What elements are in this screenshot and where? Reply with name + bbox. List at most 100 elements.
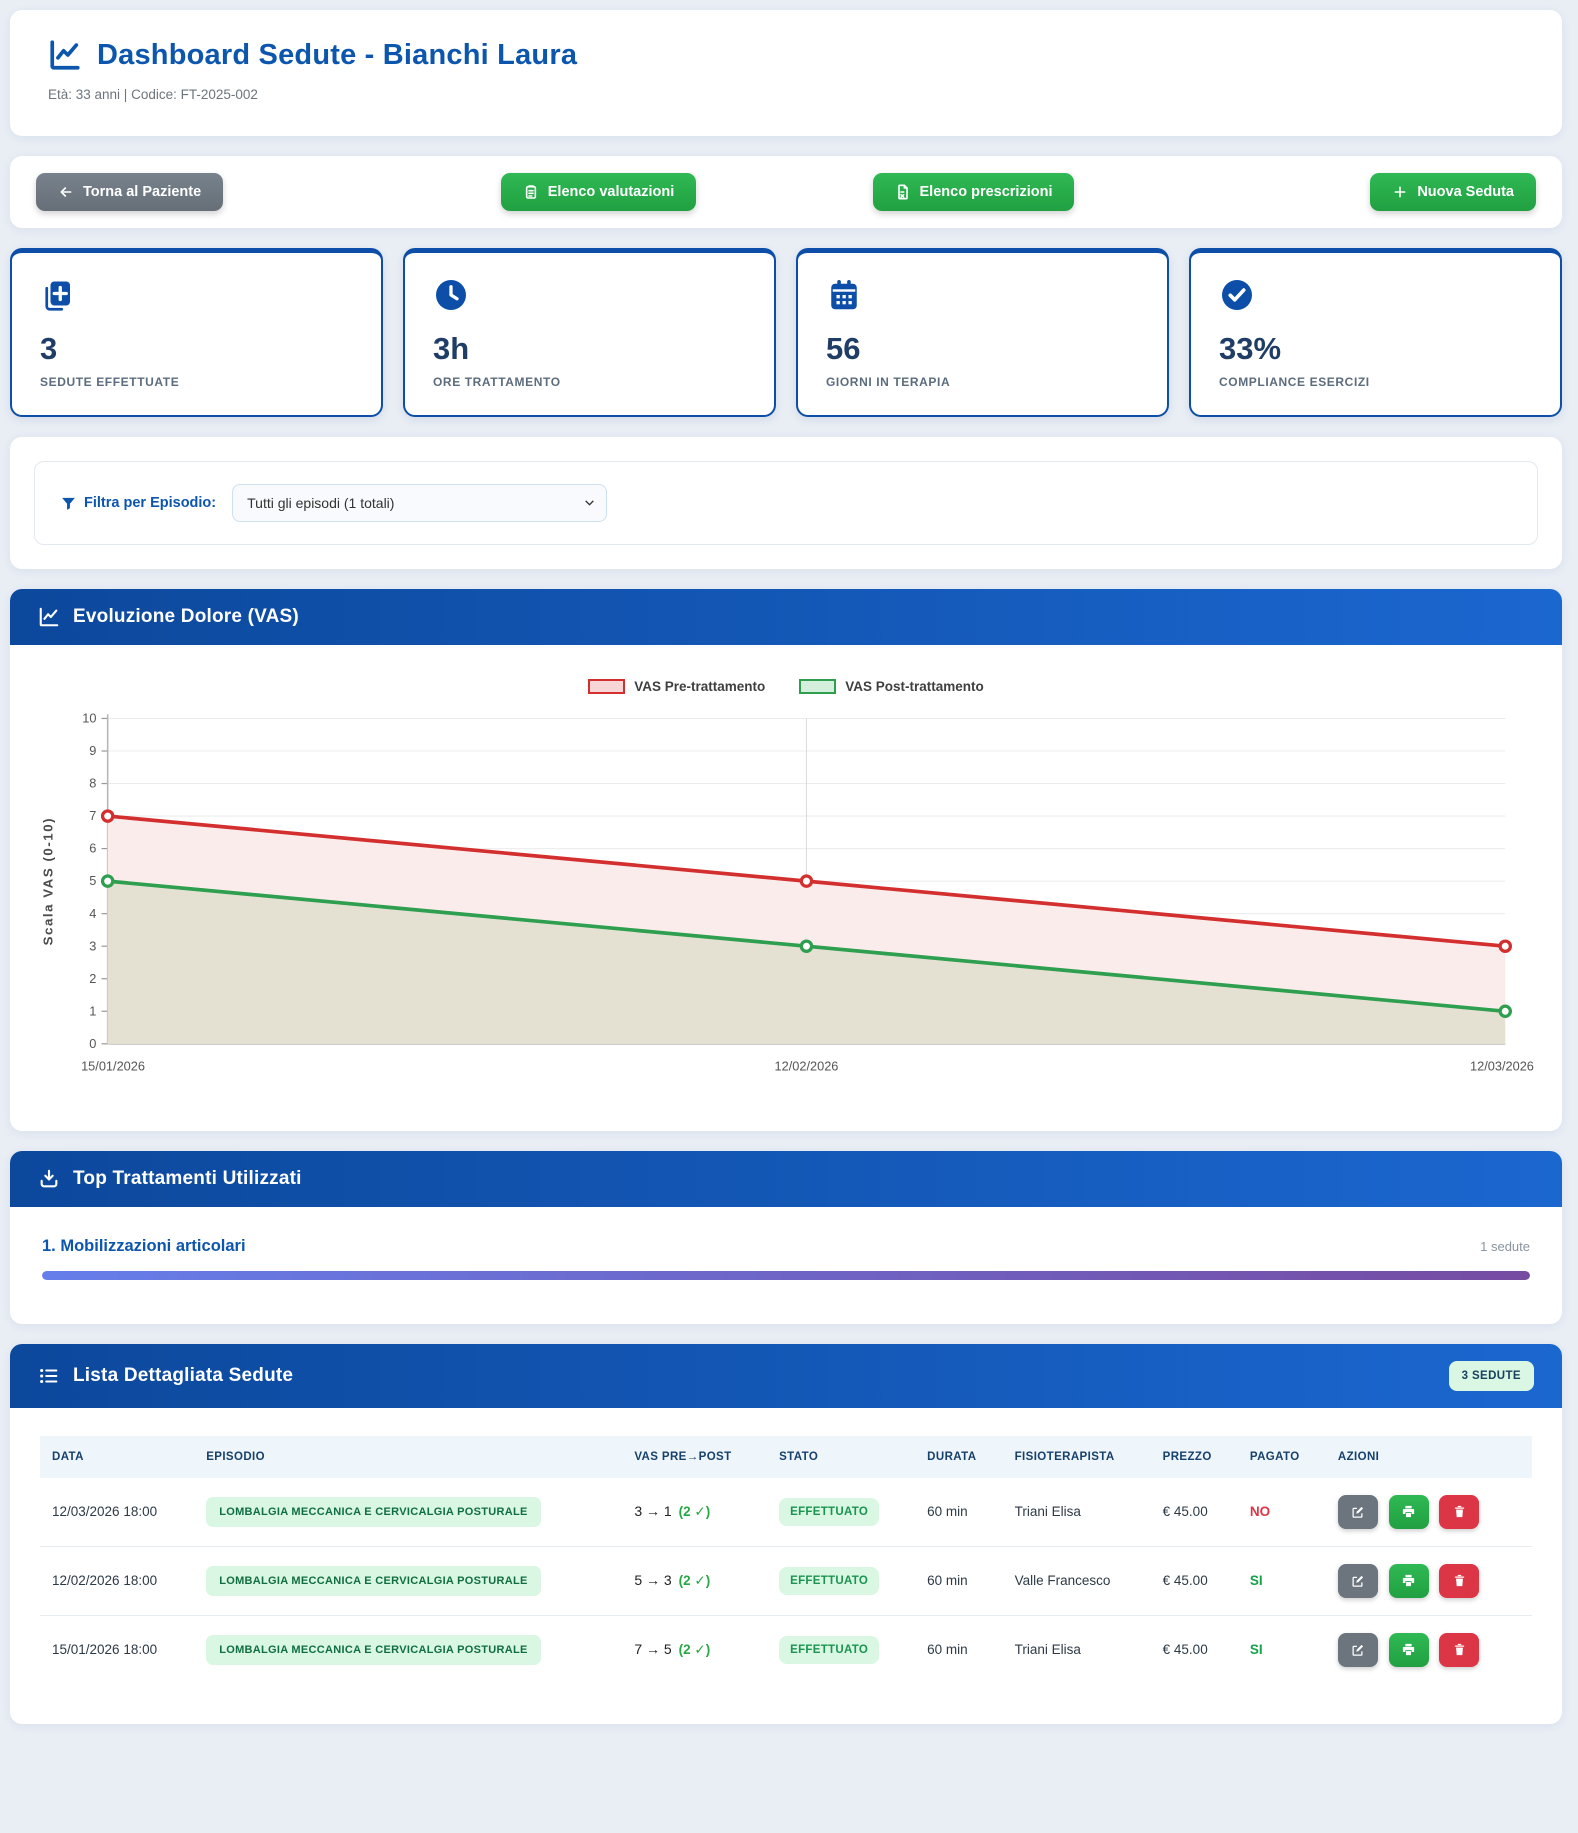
vas-chart-header: Evoluzione Dolore (VAS): [10, 589, 1562, 646]
delete-session-button[interactable]: [1439, 1632, 1480, 1667]
cell-paid: NO: [1238, 1478, 1326, 1547]
print-session-button[interactable]: [1388, 1563, 1429, 1598]
col-vas: VAS PRE→POST: [634, 1450, 732, 1463]
top-treatments-title: Top Trattamenti Utilizzati: [73, 1167, 302, 1189]
check-circle-icon: [1222, 280, 1252, 310]
cell-status: EFFETTUATO: [767, 1546, 915, 1615]
cell-therapist: Triani Elisa: [1014, 1642, 1081, 1658]
paid-flag: NO: [1249, 1504, 1271, 1520]
col-episodio: EPISODIO: [206, 1450, 265, 1463]
episode-badge: LOMBALGIA MECCANICA E CERVICALGIA POSTUR…: [206, 1634, 541, 1665]
treatment-bar-track: [42, 1270, 1530, 1280]
cell-vas: 7 → 5 (2 ✓): [622, 1615, 767, 1684]
cell-episode: LOMBALGIA MECCANICA E CERVICALGIA POSTUR…: [194, 1615, 622, 1684]
episode-filter-label-wrap: Filtra per Episodio:: [61, 495, 216, 511]
col-pagato: PAGATO: [1249, 1450, 1300, 1463]
chart-line-icon: [39, 607, 59, 627]
cell-duration: 60 min: [927, 1573, 968, 1589]
cell-episode: LOMBALGIA MECCANICA E CERVICALGIA POSTUR…: [194, 1478, 622, 1547]
cell-actions: [1326, 1546, 1532, 1615]
prescriptions-button[interactable]: Elenco prescrizioni: [872, 173, 1075, 211]
svg-text:6: 6: [89, 841, 96, 856]
table-header-row: DATA EPISODIO VAS PRE→POST STATO DURATA …: [40, 1435, 1532, 1478]
delete-session-button[interactable]: [1439, 1494, 1480, 1529]
sessions-list-title: Lista Dettagliata Sedute: [73, 1364, 294, 1386]
legend-item-pre: VAS Pre-trattamento: [588, 679, 766, 695]
stat-label-sessions: SEDUTE EFFETTUATE: [40, 375, 180, 390]
episode-badge: LOMBALGIA MECCANICA E CERVICALGIA POSTUR…: [206, 1496, 541, 1527]
svg-text:Scala VAS (0-10): Scala VAS (0-10): [40, 817, 55, 946]
cell-price: € 45.00: [1162, 1504, 1208, 1520]
printer-icon: [1403, 1506, 1415, 1518]
chart-legend: VAS Pre-trattamento VAS Post-trattamento: [34, 679, 1538, 695]
vas-delta-note: (2 ✓): [678, 1573, 711, 1589]
top-treatments-card: Top Trattamenti Utilizzati 1. Mobilizzaz…: [10, 1150, 1562, 1324]
arrow-left-icon: [60, 187, 72, 197]
legend-swatch-post: [799, 679, 837, 695]
episode-filter-card: Filtra per Episodio: Tutti gli episodi (…: [10, 437, 1562, 570]
vas-pre-post: 3 → 1: [634, 1503, 672, 1520]
clipboard-icon: [525, 185, 536, 199]
back-to-patient-button[interactable]: Torna al Paziente: [36, 173, 224, 211]
vas-pre-post: 5 → 3: [634, 1572, 672, 1589]
svg-text:4: 4: [89, 906, 96, 921]
stat-label-compliance: COMPLIANCE ESERCIZI: [1219, 375, 1370, 390]
calendar-icon: [831, 280, 857, 310]
prescription-file-icon: [897, 184, 908, 200]
evaluations-button[interactable]: Elenco valutazioni: [500, 173, 697, 211]
cell-date: 12/02/2026 18:00: [52, 1573, 158, 1589]
svg-text:3: 3: [89, 938, 96, 953]
prescriptions-label: Elenco prescrizioni: [919, 184, 1053, 200]
vas-chart-body: VAS Pre-trattamento VAS Post-trattamento…: [10, 645, 1562, 1131]
cell-paid: SI: [1238, 1615, 1326, 1684]
stat-value-sessions: 3: [40, 331, 58, 366]
status-badge: EFFETTUATO: [779, 1635, 880, 1664]
stat-label-days: GIORNI IN TERAPIA: [826, 375, 951, 390]
chart-line-icon: [50, 40, 80, 70]
new-session-button[interactable]: Nuova Seduta: [1370, 173, 1536, 211]
col-data: DATA: [52, 1450, 84, 1463]
stat-label-hours: ORE TRATTAMENTO: [433, 375, 561, 390]
delete-session-button[interactable]: [1439, 1563, 1480, 1598]
svg-text:1: 1: [89, 1003, 96, 1018]
status-badge: EFFETTUATO: [779, 1497, 880, 1526]
stat-card-days: 56 GIORNI IN TERAPIA: [796, 248, 1169, 418]
vas-line-chart: 0 1 2 3 4 5 6 7 8 9 10 15/01/2026 12/02/2026 12/03/20…: [40, 711, 1533, 1074]
list-icon: [40, 1368, 58, 1383]
sessions-count-badge: 3 SEDUTE: [1448, 1360, 1534, 1391]
vas-delta-note: (2 ✓): [678, 1642, 711, 1658]
vas-chart-title: Evoluzione Dolore (VAS): [73, 606, 299, 628]
print-session-button[interactable]: [1388, 1494, 1429, 1529]
svg-text:5: 5: [89, 873, 96, 888]
sessions-list-card: Lista Dettagliata Sedute 3 SEDUTE DATA E…: [10, 1343, 1562, 1724]
download-tray-icon: [40, 1169, 58, 1188]
svg-text:12/02/2026: 12/02/2026: [775, 1059, 839, 1074]
cell-status: EFFETTUATO: [767, 1615, 915, 1684]
edit-pencil-icon: [1352, 1507, 1364, 1519]
svg-text:7: 7: [89, 808, 96, 823]
legend-swatch-pre: [588, 679, 626, 695]
svg-text:2: 2: [89, 971, 96, 986]
patient-dashboard-header: Dashboard Sedute - Bianchi Laura Età: 33…: [10, 10, 1562, 136]
edit-session-button[interactable]: [1337, 1494, 1378, 1529]
trash-icon: [1454, 1644, 1465, 1656]
episode-filter-label: Filtra per Episodio:: [84, 495, 217, 512]
cell-therapist: Valle Francesco: [1014, 1573, 1111, 1589]
edit-pencil-icon: [1352, 1645, 1364, 1657]
treatment-name: 1. Mobilizzazioni articolari: [42, 1236, 246, 1255]
clock-icon: [436, 280, 466, 310]
stat-value-days: 56: [826, 331, 861, 366]
episode-filter-select[interactable]: Tutti gli episodi (1 totali): [232, 484, 608, 523]
cell-paid: SI: [1238, 1546, 1326, 1615]
vas-chart-card: Evoluzione Dolore (VAS) VAS Pre-trattame…: [10, 589, 1562, 1131]
cell-price: € 45.00: [1162, 1642, 1208, 1658]
cell-vas: 3 → 1 (2 ✓): [622, 1478, 767, 1547]
treatment-count: 1 sedute: [1480, 1238, 1530, 1254]
print-session-button[interactable]: [1388, 1632, 1429, 1667]
edit-session-button[interactable]: [1337, 1632, 1378, 1667]
legend-label-pre: VAS Pre-trattamento: [634, 679, 766, 695]
edit-session-button[interactable]: [1337, 1563, 1378, 1598]
top-treatments-header: Top Trattamenti Utilizzati: [10, 1150, 1562, 1207]
episode-badge: LOMBALGIA MECCANICA E CERVICALGIA POSTUR…: [206, 1565, 541, 1596]
paid-flag: SI: [1249, 1573, 1263, 1589]
